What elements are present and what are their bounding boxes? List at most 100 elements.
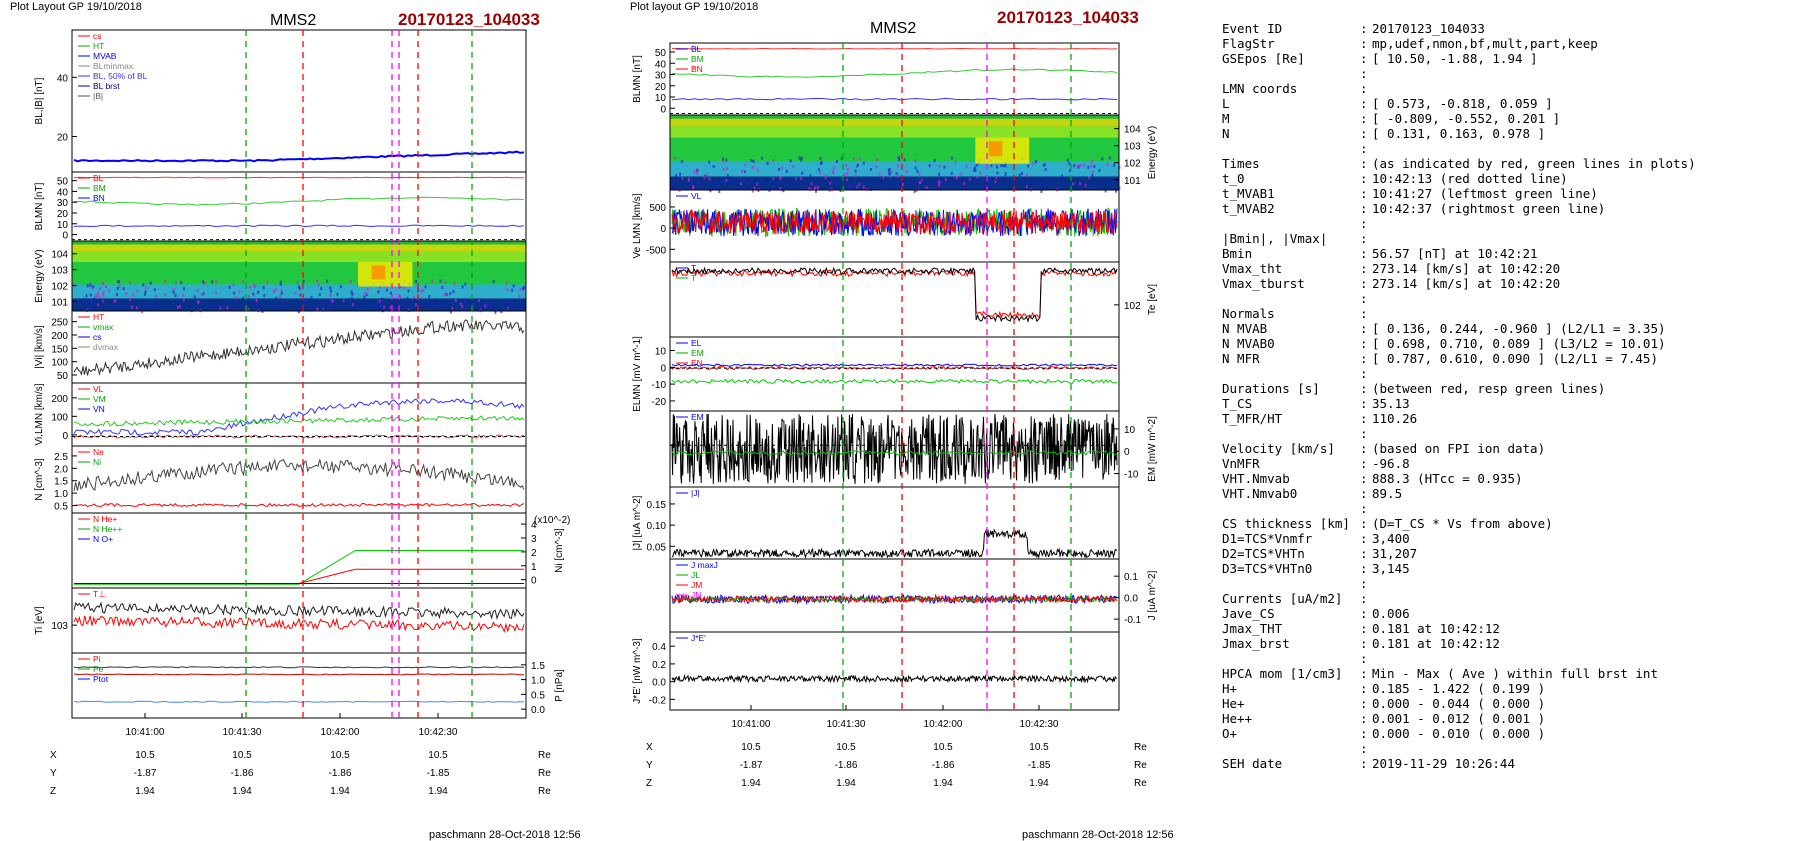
middle-spectrogram-pixel	[820, 160, 823, 164]
left-ytick-label: 200	[51, 394, 68, 405]
left-coord-value: -1.87	[134, 768, 157, 779]
middle-spectrogram-pixel	[1104, 189, 1107, 193]
left-ylabel: Vi,LMN [km/s]	[34, 383, 45, 445]
left-spectrogram-pixel	[103, 298, 106, 302]
left-spectrogram-pixel	[158, 302, 161, 306]
middle-panel-7: 0.05 0.10 0.15 |J| [uA m^-2] |J|	[632, 486, 1120, 560]
summary-value: 273.14 [km/s] at 10:42:20	[1372, 276, 1560, 291]
middle-ytick-label: 0	[1124, 447, 1130, 458]
left-spectrogram-pixel	[364, 291, 367, 295]
middle-ytick-label: 0.1	[1124, 572, 1138, 583]
middle-spectrogram-pixel	[725, 167, 728, 171]
left-trace-ne	[73, 502, 525, 508]
summary-colon: :	[1360, 681, 1368, 696]
middle-spectrogram-pixel	[862, 161, 865, 165]
left-spectrogram-pixel	[500, 310, 503, 314]
middle-ytick-label: 0	[660, 104, 666, 115]
left-spectrogram-pixel	[430, 302, 433, 306]
summary-value: (based on FPI ion data)	[1372, 441, 1545, 456]
left-spectrogram-pixel	[510, 303, 513, 307]
middle-spectrogram-pixel	[779, 187, 782, 190]
middle-spectrogram-pixel	[708, 160, 711, 164]
middle-spectrogram-pixel	[1025, 185, 1028, 189]
middle-spectrogram-pixel	[963, 182, 966, 185]
middle-spectrogram-pixel	[1018, 173, 1021, 177]
middle-spectrogram-pixel	[696, 172, 699, 176]
middle-spectrogram-pixel	[751, 166, 754, 170]
middle-panel-6: -10 0 10 EM [mW m^-2] EM	[669, 410, 1158, 488]
middle-ytick-label: 0.10	[647, 521, 667, 532]
middle-ylabel: BLMN [nT]	[632, 55, 643, 103]
summary-key: N MVAB	[1222, 321, 1267, 336]
left-spectrogram-pixel	[89, 283, 92, 287]
summary-value: 2019-11-29 10:26:44	[1372, 756, 1515, 771]
middle-spectrogram-pixel	[996, 171, 999, 175]
middle-spectrogram-pixel	[1082, 163, 1085, 167]
middle-panel-3: -500 0 500 Ve LMN [km/s] VL	[632, 189, 1120, 263]
middle-spectrogram-pixel	[898, 158, 901, 162]
middle-spectrogram-pixel	[1079, 182, 1082, 186]
middle-spectrogram-pixel	[884, 187, 887, 191]
middle-coord-unit: Re	[1134, 760, 1147, 771]
middle-spectrogram-pixel	[789, 159, 792, 163]
middle-legend-label: JM	[691, 580, 702, 590]
left-spectrogram-pixel	[215, 280, 218, 284]
left-spectrogram-pixel	[479, 306, 482, 309]
left-spectrogram-pixel	[349, 279, 352, 283]
left-spectrogram-pixel	[96, 294, 99, 298]
middle-spectrogram-pixel	[954, 160, 957, 164]
middle-spectrogram-pixel	[959, 172, 962, 176]
middle-spectrogram-pixel	[968, 177, 971, 181]
middle-spectrogram-pixel	[725, 158, 728, 162]
middle-spectrogram-pixel	[681, 176, 684, 180]
middle-event-id: 20170123_104033	[997, 8, 1139, 27]
left-spectrogram-pixel	[86, 284, 89, 288]
middle-spectrogram-pixel	[921, 178, 923, 182]
left-spectrogram-pixel	[329, 299, 332, 303]
left-spectrogram-pixel	[297, 310, 300, 314]
left-spectrogram-pixel	[452, 290, 455, 294]
left-legend-label: Pi	[93, 654, 101, 664]
middle-spectrogram-pixel	[848, 185, 851, 188]
middle-spectrogram-pixel	[722, 179, 725, 183]
middle-spectrogram-pixel	[675, 174, 677, 178]
middle-spectrogram-pixel	[847, 167, 849, 171]
left-trace-vn	[73, 434, 525, 439]
middle-spectrogram-pixel	[1087, 165, 1090, 169]
left-legend-label: N O+	[93, 534, 113, 544]
middle-spectrogram-pixel	[670, 184, 673, 188]
left-spectrogram-pixel	[172, 290, 175, 294]
middle-ytick-label: 0	[660, 363, 666, 374]
middle-spectrogram-pixel	[990, 164, 993, 168]
left-coord-value: 10.5	[232, 750, 252, 761]
left-spectrogram-pixel	[116, 286, 119, 290]
middle-spectrogram-band	[670, 126, 1119, 138]
middle-spectrogram-pixel	[852, 184, 855, 188]
left-spectrogram-pixel	[390, 291, 392, 295]
summary-colon: :	[1360, 336, 1368, 351]
middle-ytick-label: 104	[1124, 125, 1141, 136]
left-spectrogram-pixel	[183, 287, 185, 291]
middle-spectrogram-pixel	[1004, 164, 1007, 168]
left-panel-7: 0 1 2 3 4 Ni [cm^-3] (x10^-2) N He+N He++N O+	[71, 512, 570, 589]
summary-colon: :	[1360, 441, 1368, 456]
left-ytick-label: 2	[531, 548, 537, 559]
left-spectrogram-pixel	[522, 287, 524, 291]
summary-colon: :	[1360, 171, 1368, 186]
left-spectrogram-pixel	[316, 279, 319, 283]
summary-colon: :	[1360, 51, 1368, 66]
summary-key: Vmax_tburst	[1222, 276, 1305, 291]
middle-spectrogram-pixel	[888, 168, 891, 171]
left-legend-label: vmax	[93, 322, 114, 332]
summary-value: 110.26	[1372, 411, 1417, 426]
middle-spectrogram-pixel	[772, 176, 775, 180]
summary-key: Velocity [km/s]	[1222, 441, 1335, 456]
left-spectrogram-pixel	[377, 290, 380, 294]
left-spectrogram-pixel	[461, 285, 464, 289]
middle-footer: paschmann 28-Oct-2018 12:56	[1022, 829, 1174, 841]
middle-panel-frame	[669, 486, 1120, 560]
left-spectrogram-pixel	[326, 279, 329, 283]
summary-value: 3,145	[1372, 561, 1410, 576]
